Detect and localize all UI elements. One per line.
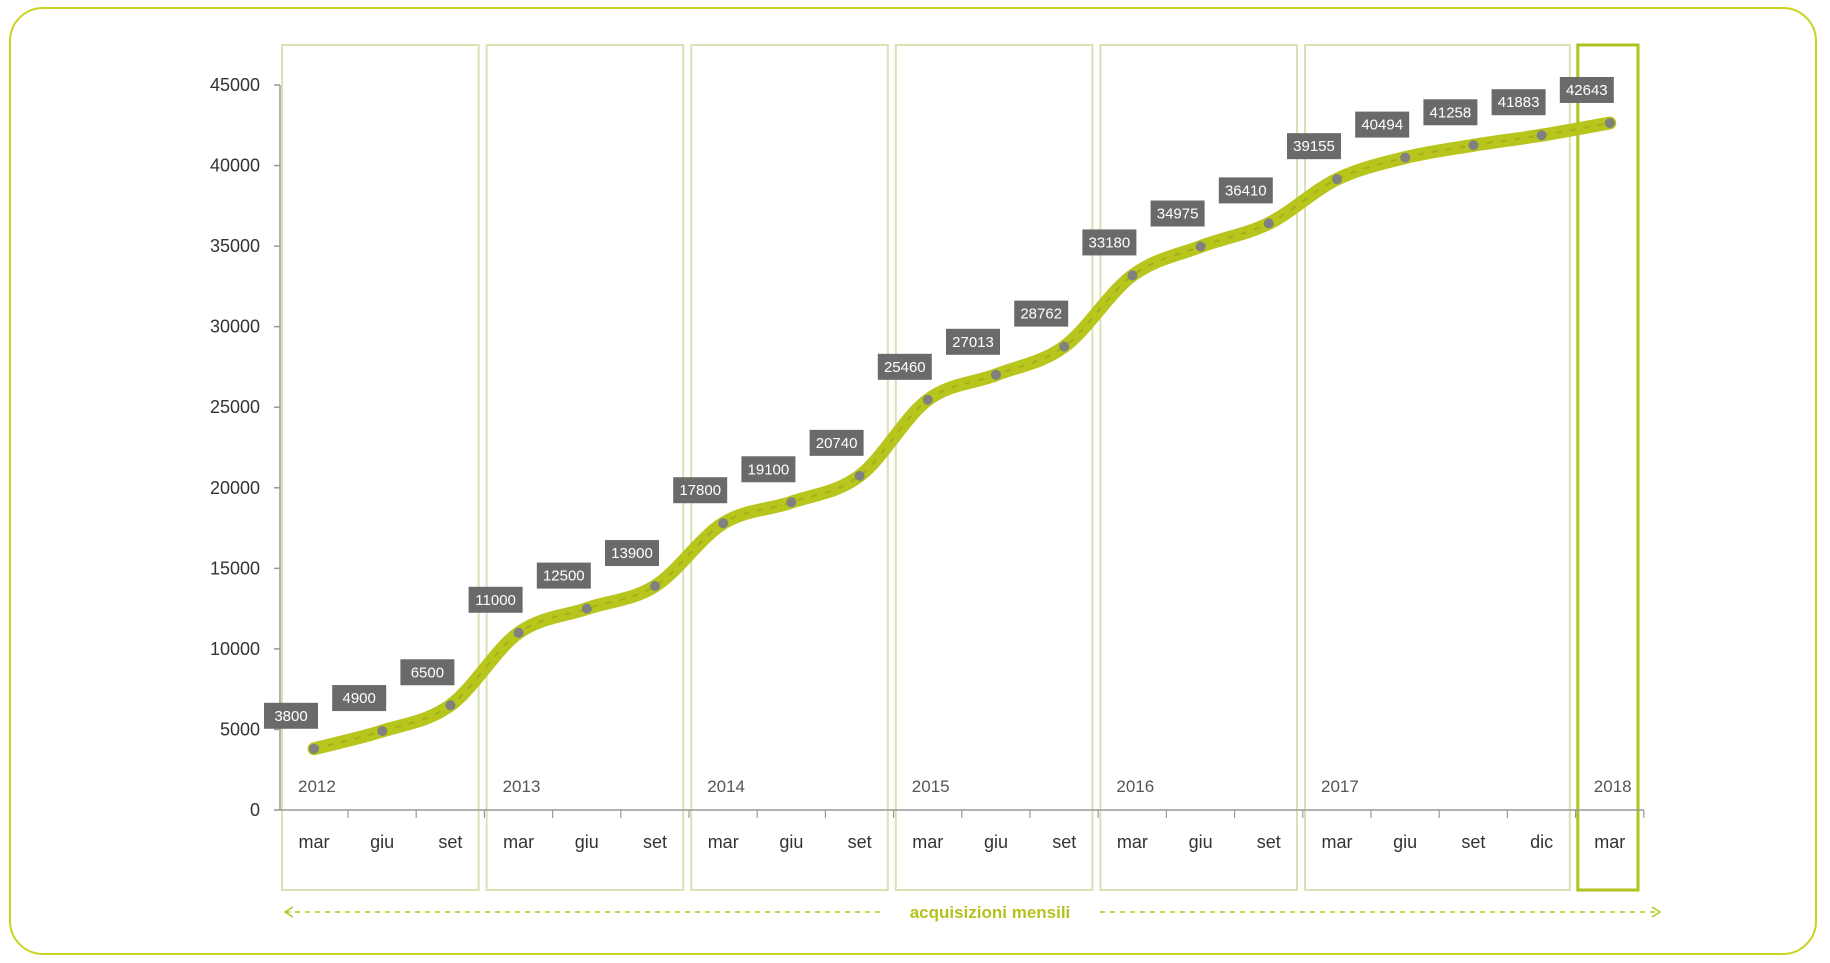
y-tick-label: 30000 — [210, 317, 260, 337]
data-label: 41258 — [1430, 104, 1472, 121]
data-point — [1400, 153, 1410, 163]
year-box-highlighted — [1578, 45, 1638, 890]
data-point — [650, 581, 660, 591]
data-label: 34975 — [1157, 206, 1199, 223]
x-tick-label: set — [1257, 832, 1281, 852]
data-label: 11000 — [475, 592, 516, 609]
x-tick-label: mar — [1322, 832, 1353, 852]
data-label: 12500 — [543, 568, 585, 585]
data-label: 33180 — [1089, 234, 1131, 251]
x-tick-label: giu — [1189, 832, 1213, 852]
x-tick-label: mar — [708, 832, 739, 852]
x-tick-label: set — [1461, 832, 1485, 852]
x-tick-label: giu — [575, 832, 599, 852]
y-tick-label: 35000 — [210, 236, 260, 256]
year-box — [487, 45, 684, 890]
year-box — [282, 45, 479, 890]
x-tick-label: set — [1052, 832, 1076, 852]
y-tick-label: 15000 — [210, 558, 260, 578]
data-point — [1468, 140, 1478, 150]
data-point — [377, 726, 387, 736]
x-tick-label: set — [848, 832, 872, 852]
x-tick-label: giu — [779, 832, 803, 852]
data-point — [923, 395, 933, 405]
data-label: 3800 — [274, 708, 307, 725]
data-point — [1059, 342, 1069, 352]
x-tick-label: giu — [370, 832, 394, 852]
x-tick-label: mar — [912, 832, 943, 852]
y-tick-label: 5000 — [220, 719, 260, 739]
data-point — [1264, 218, 1274, 228]
data-label: 19100 — [748, 461, 790, 478]
year-label: 2015 — [912, 777, 950, 796]
series-path — [314, 123, 1610, 749]
data-point — [445, 700, 455, 710]
year-box — [1100, 45, 1297, 890]
x-tick-label: set — [438, 832, 462, 852]
data-label: 27013 — [952, 334, 994, 351]
year-label: 2014 — [707, 777, 745, 796]
x-axis: mar giu set mar giu set mar giu set mar giu set mar g… — [280, 810, 1644, 852]
year-label: 2016 — [1116, 777, 1154, 796]
x-tick-label: giu — [1393, 832, 1417, 852]
x-tick-label: dic — [1530, 832, 1553, 852]
year-label: 2018 — [1594, 777, 1632, 796]
data-label: 36410 — [1225, 182, 1267, 199]
x-tick-label: mar — [503, 832, 534, 852]
data-point — [718, 518, 728, 528]
data-point — [514, 628, 524, 638]
x-tick-label: giu — [984, 832, 1008, 852]
year-label: 2012 — [298, 777, 336, 796]
data-point — [786, 497, 796, 507]
data-point — [991, 370, 1001, 380]
y-tick-label: 25000 — [210, 397, 260, 417]
data-point — [1127, 270, 1137, 280]
data-point — [309, 744, 319, 754]
data-label: 42643 — [1566, 82, 1608, 99]
y-tick-label: 40000 — [210, 156, 260, 176]
data-label: 39155 — [1293, 138, 1335, 155]
y-tick-label: 20000 — [210, 478, 260, 498]
data-point — [1605, 118, 1615, 128]
footer-label: acquisizioni mensili — [910, 903, 1071, 922]
data-label: 6500 — [411, 664, 444, 681]
data-label: 17800 — [679, 482, 721, 499]
year-box — [896, 45, 1093, 890]
data-point — [1332, 174, 1342, 184]
x-tick-label: mar — [299, 832, 330, 852]
year-boxes: 2012 2013 2014 2015 2016 2017 2018 — [282, 45, 1638, 890]
data-labels: 3800 4900 6500 11000 12500 13900 17800 19100 207… — [264, 77, 1614, 729]
data-point — [855, 471, 865, 481]
year-label: 2017 — [1321, 777, 1359, 796]
data-label: 25460 — [884, 359, 926, 376]
data-label: 40494 — [1361, 117, 1403, 134]
data-point — [582, 604, 592, 614]
data-label: 20740 — [816, 435, 858, 452]
data-label: 28762 — [1020, 306, 1062, 323]
data-point — [1196, 242, 1206, 252]
x-tick-label: mar — [1594, 832, 1625, 852]
data-label: 13900 — [611, 545, 653, 562]
data-label: 4900 — [343, 690, 376, 707]
y-tick-label: 45000 — [210, 75, 260, 95]
x-tick-label: set — [643, 832, 667, 852]
x-tick-label: mar — [1117, 832, 1148, 852]
series-path-dash — [314, 123, 1610, 749]
data-label: 41883 — [1498, 94, 1540, 111]
series-line — [309, 118, 1615, 754]
year-label: 2013 — [503, 777, 541, 796]
data-point — [1537, 130, 1547, 140]
y-tick-label: 10000 — [210, 639, 260, 659]
footer: acquisizioni mensili — [285, 903, 1660, 922]
y-tick-label: 0 — [250, 800, 260, 820]
